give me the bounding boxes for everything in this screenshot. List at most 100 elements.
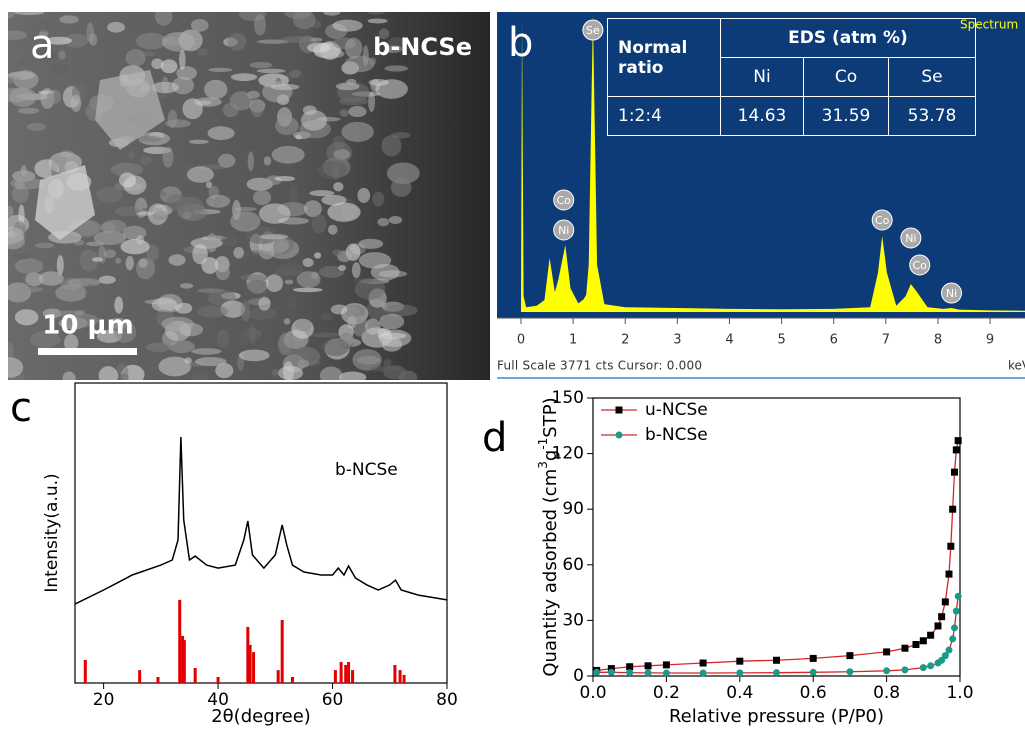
grain bbox=[5, 10, 14, 18]
grain bbox=[293, 288, 323, 293]
grain bbox=[2, 342, 14, 359]
x-tick-label: 0.4 bbox=[726, 683, 753, 703]
x-tick-label: 1 bbox=[569, 333, 577, 348]
panel-label: a bbox=[30, 22, 55, 68]
plot-frame bbox=[75, 383, 447, 683]
grain bbox=[320, 313, 332, 321]
grain bbox=[163, 147, 174, 168]
grain bbox=[251, 101, 264, 117]
panel-label: c bbox=[10, 385, 32, 431]
eds-table: Normal ratio EDS (atm %) Ni Co Se 1:2:4 … bbox=[607, 18, 976, 136]
marker bbox=[951, 624, 958, 631]
grain bbox=[284, 318, 291, 324]
grain bbox=[207, 233, 218, 252]
grain bbox=[266, 274, 283, 292]
grain bbox=[372, 192, 384, 207]
grain bbox=[293, 10, 315, 29]
grain bbox=[287, 346, 320, 367]
grain bbox=[295, 135, 301, 140]
grain bbox=[153, 211, 168, 220]
grain bbox=[385, 65, 409, 71]
marker bbox=[626, 669, 633, 676]
grain bbox=[209, 68, 233, 72]
grain bbox=[332, 20, 362, 32]
grain bbox=[189, 140, 209, 144]
grain bbox=[1, 232, 25, 249]
grain bbox=[10, 87, 37, 107]
x-axis-label: 2θ(degree) bbox=[211, 706, 311, 727]
grain bbox=[162, 32, 195, 52]
x-tick-label: 6 bbox=[830, 333, 838, 348]
grain bbox=[89, 33, 97, 46]
grain bbox=[275, 176, 295, 181]
grain bbox=[2, 30, 27, 40]
grain bbox=[355, 278, 386, 299]
grain bbox=[341, 122, 373, 142]
y-axis-label-part: -1 bbox=[536, 438, 550, 450]
grain bbox=[228, 33, 247, 51]
grain bbox=[314, 252, 321, 258]
marker bbox=[947, 543, 954, 550]
grain bbox=[86, 242, 104, 246]
marker bbox=[846, 668, 853, 675]
grain bbox=[114, 37, 138, 51]
grain bbox=[303, 258, 314, 267]
marker bbox=[912, 641, 919, 648]
grain bbox=[197, 305, 228, 317]
marker bbox=[700, 660, 707, 667]
marker bbox=[773, 657, 780, 664]
y-tick-label: 60 bbox=[562, 555, 584, 575]
grain bbox=[15, 309, 39, 325]
grain bbox=[12, 254, 31, 260]
peak-label: Ni bbox=[946, 287, 957, 300]
marker bbox=[901, 666, 908, 673]
x-tick-label: 60 bbox=[322, 690, 344, 710]
table-cell: 1:2:4 bbox=[608, 97, 721, 136]
grain bbox=[231, 73, 257, 81]
grain bbox=[214, 197, 221, 208]
grain bbox=[159, 191, 167, 196]
grain bbox=[138, 136, 162, 142]
grain bbox=[71, 95, 81, 112]
peak-label: Co bbox=[913, 259, 928, 272]
grain bbox=[287, 295, 296, 310]
grain bbox=[371, 264, 400, 281]
series-line bbox=[597, 441, 958, 671]
grain bbox=[339, 372, 366, 384]
grain bbox=[312, 215, 327, 234]
grain bbox=[161, 59, 178, 73]
grain bbox=[378, 218, 390, 226]
grain bbox=[104, 249, 116, 258]
grain bbox=[241, 300, 250, 322]
legend-marker bbox=[616, 407, 623, 414]
grain bbox=[283, 361, 294, 382]
grain bbox=[168, 254, 185, 265]
grain bbox=[18, 59, 27, 65]
grain bbox=[357, 356, 380, 365]
marker bbox=[773, 669, 780, 676]
grain bbox=[59, 15, 78, 23]
grain bbox=[126, 49, 146, 67]
grain bbox=[218, 154, 235, 168]
grain bbox=[217, 329, 230, 347]
grain bbox=[182, 98, 202, 119]
marker bbox=[810, 669, 817, 676]
grain bbox=[328, 225, 338, 235]
grain bbox=[128, 152, 134, 160]
figure: a b-NCSe 10 μm b c d SeCoNiCoNiCoNi01234… bbox=[0, 0, 1025, 731]
grain bbox=[257, 69, 286, 73]
grain bbox=[39, 271, 64, 285]
grain bbox=[318, 161, 348, 179]
x-tick-label: 0.6 bbox=[800, 683, 827, 703]
marker bbox=[945, 571, 952, 578]
marker bbox=[645, 669, 652, 676]
grain bbox=[311, 332, 340, 337]
grain bbox=[187, 166, 214, 182]
peak-label: Ni bbox=[905, 232, 916, 245]
marker bbox=[593, 669, 600, 676]
legend-label: b-NCSe bbox=[645, 425, 708, 445]
annotation: b-NCSe bbox=[335, 460, 398, 480]
panel-label: b bbox=[508, 20, 533, 66]
grain bbox=[180, 283, 193, 289]
grain bbox=[264, 156, 271, 165]
